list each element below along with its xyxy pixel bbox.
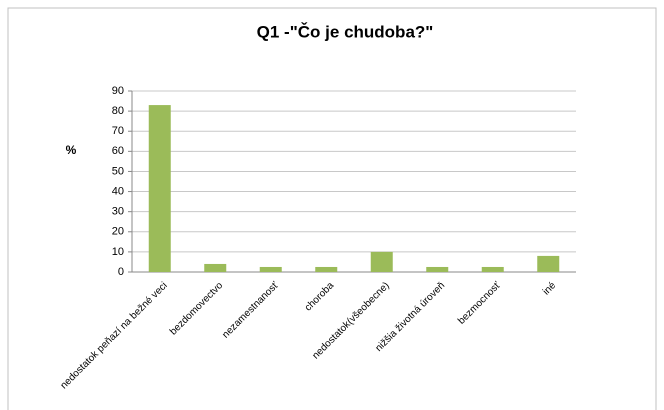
bar bbox=[481, 266, 504, 272]
bar bbox=[148, 105, 171, 272]
y-tick-label: 0 bbox=[118, 266, 124, 278]
y-tick-label: 70 bbox=[112, 125, 124, 137]
y-axis-label: % bbox=[66, 143, 77, 157]
bar bbox=[537, 255, 560, 272]
y-tick-label: 30 bbox=[112, 206, 124, 218]
y-tick-label: 80 bbox=[112, 105, 124, 117]
chart-frame bbox=[7, 7, 657, 410]
y-tick-label: 90 bbox=[112, 85, 124, 97]
y-tick-label: 20 bbox=[112, 226, 124, 238]
bar bbox=[426, 266, 449, 272]
chart-title: Q1 -"Čo je chudoba?" bbox=[257, 22, 434, 41]
y-tick-label: 10 bbox=[112, 246, 124, 258]
bar bbox=[370, 251, 393, 272]
bar bbox=[204, 263, 227, 272]
bar bbox=[259, 266, 282, 272]
y-tick-label: 60 bbox=[112, 145, 124, 157]
bar bbox=[315, 266, 338, 272]
y-tick-label: 50 bbox=[112, 165, 124, 177]
y-tick-label: 40 bbox=[112, 185, 124, 197]
